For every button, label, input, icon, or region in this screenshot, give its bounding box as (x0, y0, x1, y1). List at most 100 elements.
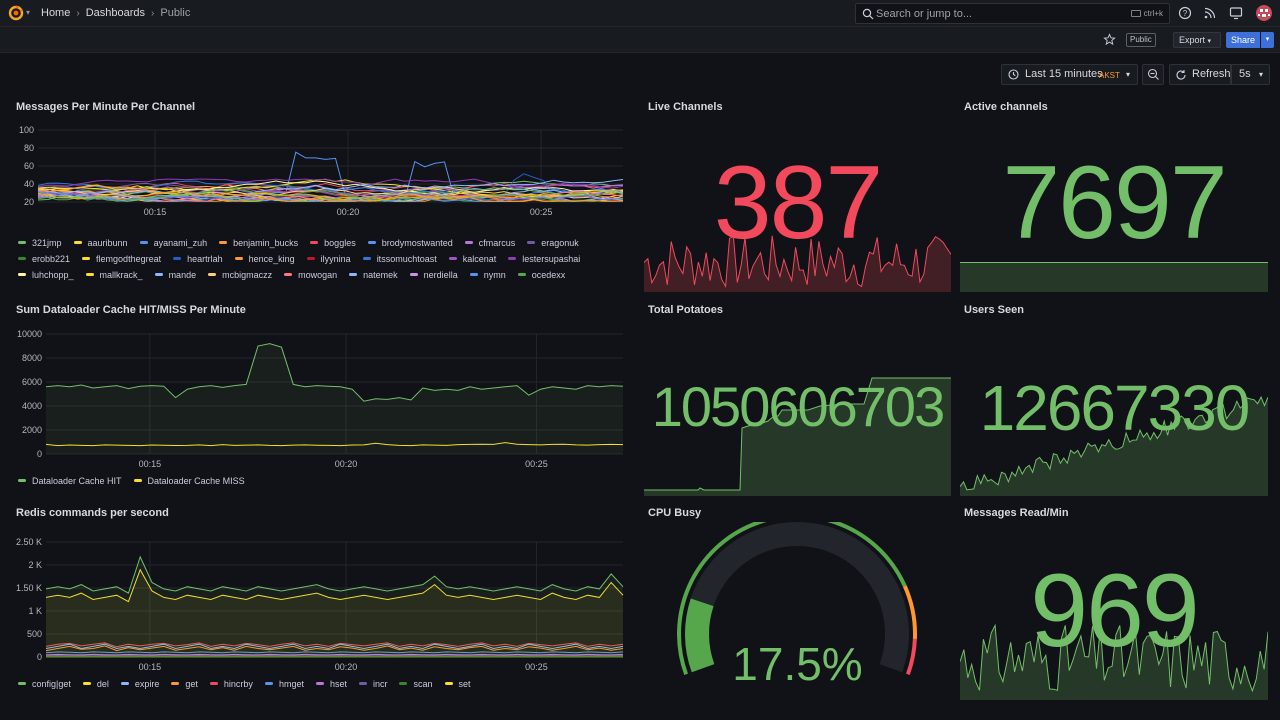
sparkline-line (960, 395, 1268, 491)
panel-title-total-potatoes[interactable]: Total Potatoes (648, 304, 723, 316)
legend-item[interactable]: hincrby (209, 677, 253, 690)
star-icon[interactable] (1103, 33, 1116, 46)
x-tick-label: 00:20 (335, 459, 358, 469)
gauge-threshold-red (905, 638, 917, 676)
legend-item[interactable]: brodymostwanted (367, 236, 453, 249)
total-potatoes-line (644, 377, 951, 491)
legend-item[interactable]: erobb221 (18, 252, 70, 265)
x-tick-label: 00:20 (335, 662, 358, 672)
series-line-channel (37, 186, 624, 200)
legend-item[interactable]: hmget (264, 677, 304, 690)
legend-swatch (399, 682, 408, 685)
refresh-button[interactable]: Refresh (1169, 64, 1231, 85)
redis-chart[interactable]: 2.50 K 2 K 1.50 K 1 K 500 0 00:15 00:20 00:25 (10, 532, 630, 674)
legend-item[interactable]: set (444, 677, 471, 690)
legend-swatch (444, 682, 453, 685)
legend-item[interactable]: luhchopp_ (18, 268, 74, 281)
panel-title-users-seen[interactable]: Users Seen (964, 304, 1024, 316)
legend-item[interactable]: expire (120, 677, 159, 690)
time-range-picker[interactable]: Last 15 minutes AKST ▾ (1001, 64, 1138, 85)
redis-legend: config|get del expire get hincrby hmget hset in… (18, 677, 618, 691)
legend-item[interactable]: Dataloader Cache HIT (18, 474, 122, 487)
dataloader-chart[interactable]: 10000 8000 6000 4000 2000 0 00:15 00:20 00:25 (10, 322, 630, 472)
y-tick-label: 80 (24, 143, 34, 153)
messages-per-minute-chart[interactable]: 100 80 60 40 20 00:15 00:20 00:25 (10, 118, 630, 233)
logo-menu-caret-icon[interactable]: ▾ (26, 8, 31, 17)
help-icon[interactable]: ? (1178, 6, 1192, 20)
series-line-channel (37, 188, 623, 202)
messages-read-sparkline (960, 623, 1268, 700)
legend-item[interactable]: natemek (349, 268, 398, 281)
legend-label: get (185, 678, 198, 689)
legend-item[interactable]: mcbigmaczz (208, 268, 272, 281)
refresh-label: Refresh (1192, 68, 1231, 80)
legend-label: ayanami_zuh (153, 237, 208, 248)
legend-item[interactable]: Dataloader Cache MISS (133, 474, 245, 487)
refresh-interval-value: 5s (1239, 68, 1251, 80)
gauge-value-arc (685, 598, 715, 673)
rss-news-icon[interactable] (1203, 6, 1217, 20)
legend-swatch (367, 241, 376, 244)
legend-item[interactable]: 321jmp (18, 236, 62, 249)
breadcrumb-current: Public (160, 7, 191, 19)
legend-label: nymn (483, 269, 506, 280)
grafana-logo-icon[interactable] (8, 5, 24, 21)
legend-item[interactable]: cfmarcus (464, 236, 515, 249)
series-line-channel (37, 187, 624, 202)
legend-item[interactable]: mande (154, 268, 196, 281)
legend-item[interactable]: mowogan (284, 268, 337, 281)
legend-item[interactable]: ocedexx (517, 268, 565, 281)
series-line-redis (45, 653, 624, 656)
panel-title-messages-per-minute[interactable]: Messages Per Minute Per Channel (16, 101, 196, 113)
legend-label: hmget (278, 678, 304, 689)
share-button[interactable]: Share (1226, 32, 1260, 48)
breadcrumb-dashboards[interactable]: Dashboards (85, 7, 146, 19)
user-avatar[interactable] (1256, 5, 1272, 21)
refresh-icon (1176, 70, 1186, 80)
legend-swatch (173, 257, 182, 260)
panel-title-cpu-busy[interactable]: CPU Busy (648, 507, 702, 519)
export-button[interactable]: Export ▾ (1173, 32, 1221, 48)
panel-title-messages-read[interactable]: Messages Read/Min (964, 507, 1069, 519)
legend-item[interactable]: itssomuchtoast (362, 252, 437, 265)
share-dropdown-button[interactable]: ▾ (1261, 32, 1274, 48)
legend-swatch (18, 479, 26, 482)
time-range-label: Last 15 minutes (1025, 68, 1103, 80)
legend-item[interactable]: boggles (310, 236, 356, 249)
breadcrumb-home[interactable]: Home (41, 7, 71, 19)
legend-item[interactable]: eragonuk (527, 236, 579, 249)
legend-item[interactable]: scan (399, 677, 433, 690)
legend-swatch (85, 273, 94, 276)
legend-item[interactable]: lestersupashai (508, 252, 580, 265)
legend-item[interactable]: benjamin_bucks (219, 236, 298, 249)
legend-item[interactable]: heartrlah (173, 252, 223, 265)
legend-item[interactable]: nerdiella (409, 268, 458, 281)
legend-item[interactable]: aauribunn (73, 236, 128, 249)
panel-title-dataloader[interactable]: Sum Dataloader Cache HIT/MISS Per Minute (16, 304, 246, 316)
legend-item[interactable]: config|get (18, 677, 71, 690)
legend-swatch (264, 682, 273, 685)
panel-title-active-channels[interactable]: Active channels (964, 101, 1048, 113)
legend-item[interactable]: get (171, 677, 198, 690)
legend-item[interactable]: del (82, 677, 109, 690)
search-input[interactable]: Search or jump to... ctrl+k (855, 3, 1170, 24)
legend-item[interactable]: hset (315, 677, 347, 690)
y-tick-label: 10000 (17, 329, 42, 339)
legend-item[interactable]: ilyynina (306, 252, 351, 265)
legend-swatch (306, 257, 315, 260)
legend-item[interactable]: flemgodthegreat (82, 252, 161, 265)
legend-item[interactable]: hence_king (234, 252, 295, 265)
panel-title-redis[interactable]: Redis commands per second (16, 507, 169, 519)
refresh-interval-picker[interactable]: 5s ▾ (1231, 64, 1270, 85)
legend-swatch (527, 241, 536, 244)
legend-item[interactable]: incr (358, 677, 387, 690)
legend-item[interactable]: nymn (469, 268, 506, 281)
timezone-label: AKST (1099, 71, 1120, 80)
panel-title-live-channels[interactable]: Live Channels (648, 101, 723, 113)
y-tick-label: 1 K (28, 606, 42, 616)
kiosk-monitor-icon[interactable] (1229, 6, 1243, 20)
legend-item[interactable]: ayanami_zuh (139, 236, 208, 249)
zoom-out-button[interactable] (1142, 64, 1164, 85)
legend-item[interactable]: mallkrack_ (85, 268, 143, 281)
legend-item[interactable]: kalcenat (448, 252, 496, 265)
